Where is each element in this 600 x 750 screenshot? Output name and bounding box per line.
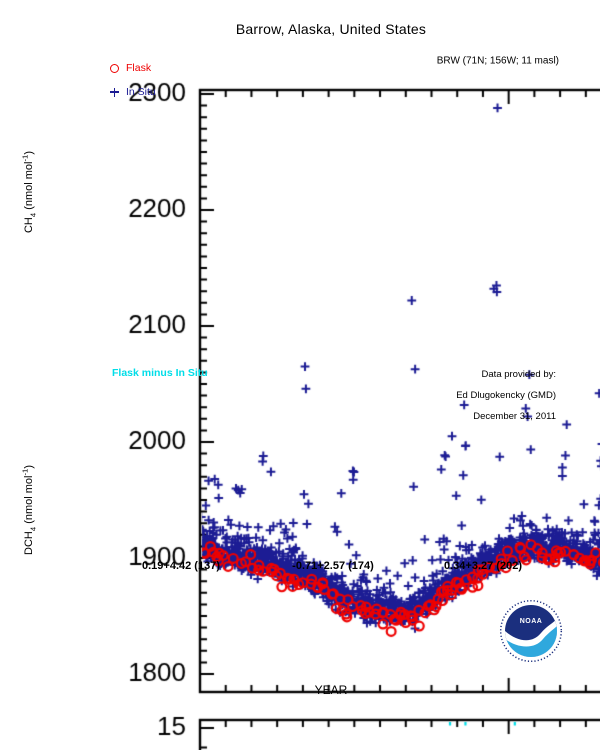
noaa-logo-dotted-ring — [499, 599, 563, 663]
credit-line-1: Data provided by: — [481, 369, 556, 380]
insitu-plus-icon — [110, 87, 119, 97]
page-title: Barrow, Alaska, United States — [235, 21, 427, 37]
diff-panel-legend: Flask minus In Situ — [112, 367, 208, 379]
legend-item-insitu: In Situ — [110, 86, 156, 98]
bottom-y-axis-label: DCH4 (nmol mol-1) — [20, 465, 38, 555]
data-credit: Data provided by: Ed Dlugokencky (GMD) D… — [456, 364, 556, 427]
noaa-logo-text: NOAA — [520, 618, 543, 625]
legend-item-flask: Flask — [110, 62, 151, 74]
stats-annotation-2010: 0.34+3.27 (202) — [444, 560, 522, 572]
top-y-axis-label: CH4 (nmol mol-1) — [20, 150, 38, 234]
flask-circle-icon — [110, 63, 119, 73]
credit-line-3: December 31, 2011 — [473, 411, 556, 422]
legend-insitu-label: In Situ — [126, 86, 156, 98]
credit-line-2: Ed Dlugokencky (GMD) — [456, 390, 556, 401]
stats-annotation-2009: -0.71+2.57 (174) — [292, 560, 374, 572]
x-axis-label: YEAR — [314, 683, 348, 697]
legend-flask-label: Flask — [126, 62, 152, 74]
noaa-logo-sea — [505, 626, 557, 657]
stats-annotation-2008: 0.19+4.42 (137) — [142, 560, 220, 572]
station-label: BRW (71N; 156W; 11 masl) — [436, 55, 559, 67]
noaa-logo: NOAA — [499, 599, 563, 663]
